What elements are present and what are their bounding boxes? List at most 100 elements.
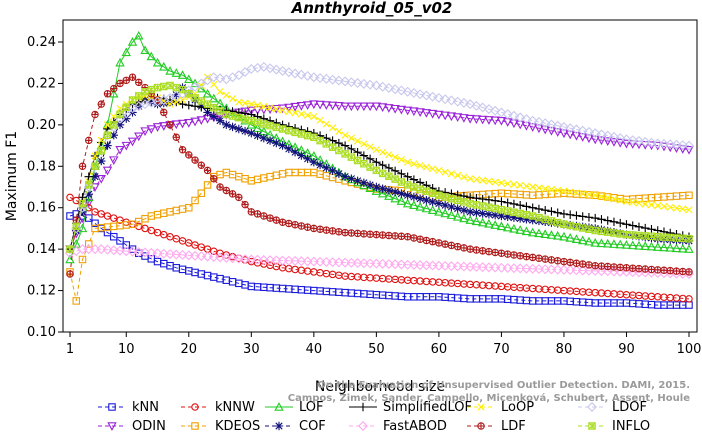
point-loop [416,161,424,170]
point-fastabod [577,265,588,276]
series-kdeos [66,168,693,305]
point-inflo [360,160,368,168]
x-tick-label: 20 [181,342,198,357]
legend-item-loop: LoOP [467,400,534,415]
point-inflo [266,121,274,130]
point-simplifiedlof [415,178,425,187]
series-inflo [66,81,693,253]
point-inflo [466,199,474,208]
point-odin [290,102,300,112]
point-ldof [615,133,626,144]
point-knn [116,237,124,245]
point-loop [247,100,255,108]
point-ldf [353,229,362,238]
point-ldof [677,140,688,151]
point-ldf [235,193,243,202]
point-ldf [278,218,287,226]
point-fastabod [533,264,544,275]
point-ldf [422,236,431,245]
point-cof [334,169,344,178]
point-lof [515,225,525,234]
point-inflo [391,175,399,183]
point-odin [390,104,400,114]
point-ldof [208,72,219,83]
point-cof [403,191,412,200]
point-lof [490,220,500,229]
legend-label-knnw: kNNW [215,400,255,415]
point-fastabod [302,256,313,267]
point-simplifiedlof [559,209,569,219]
legend-label-ldf: LDF [501,419,526,434]
point-fastabod [283,255,294,266]
point-inflo [141,87,149,96]
point-odin [140,127,150,137]
point-odin [315,100,325,110]
point-fastabod [115,245,125,256]
point-lof [171,68,182,77]
point-ldof [315,73,326,84]
legend-marker-ldof [587,402,597,412]
point-ldf [341,228,349,237]
point-lof [496,221,507,231]
point-ldof [327,74,338,85]
point-cof [109,131,118,140]
point-fastabod [227,253,238,264]
point-cof [522,215,531,224]
point-odin [527,123,538,132]
point-ldof [421,90,432,101]
point-fastabod [133,247,144,258]
point-inflo [116,110,124,119]
point-simplifiedlof [378,160,387,170]
point-fastabod [358,258,369,269]
point-cof [384,186,394,195]
point-ldf [428,238,437,246]
point-ldf [272,216,281,224]
point-fastabod [140,247,151,258]
point-knn [122,241,131,249]
point-lof [640,241,650,250]
legend-item-kdeos: KDEOS [181,419,260,434]
point-simplifiedlof [616,218,625,228]
point-ldof [583,126,594,137]
point-lof [427,205,438,214]
point-ldf [97,100,106,108]
point-odin [577,133,588,142]
point-fastabod [602,266,613,277]
point-simplifiedlof [347,144,356,154]
point-inflo [272,123,281,132]
point-loop [560,187,568,195]
point-ldf [91,110,99,119]
point-lof [209,93,219,103]
point-inflo [72,222,81,231]
x-tick-label: 30 [243,342,260,357]
legend-marker-kdeos [191,422,199,430]
x-tick-label: 50 [368,342,385,357]
point-fastabod [277,255,288,266]
point-lof [252,123,263,132]
point-ldf [197,161,206,169]
point-fastabod [158,248,169,259]
point-ldf [485,247,493,256]
point-inflo [203,100,212,108]
point-loop [210,80,218,89]
point-ldf [410,234,418,242]
point-ldof [402,86,413,97]
legend-item-knn: kNN [98,400,159,415]
point-lof [653,242,663,251]
point-ldof [590,128,601,139]
legend-label-ldof: LDOF [612,400,647,415]
point-knnw [147,226,156,235]
point-odin [240,107,250,117]
point-fastabod [390,259,401,270]
point-loop [572,189,581,197]
point-cof [215,116,225,125]
point-simplifiedlof [566,210,575,219]
point-cof [122,114,131,123]
point-inflo [397,178,406,186]
point-ldof [240,67,251,78]
point-lof [165,66,175,75]
point-loop [310,112,318,121]
point-knnw [66,193,74,202]
point-cof [428,197,437,207]
point-inflo [453,196,462,205]
